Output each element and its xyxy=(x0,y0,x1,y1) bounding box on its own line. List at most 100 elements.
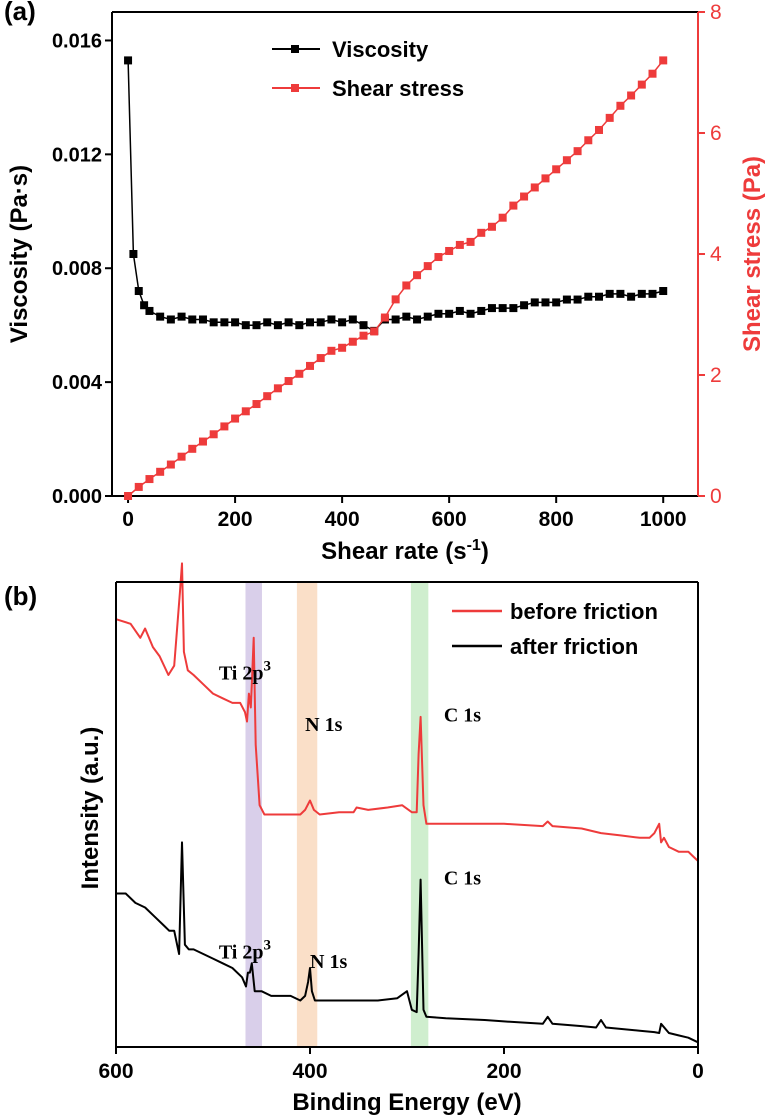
data-point-viscosity xyxy=(530,298,539,307)
data-point-shear-stress xyxy=(263,392,272,401)
data-point-viscosity xyxy=(327,315,336,324)
data-point-viscosity xyxy=(627,292,636,301)
data-point-viscosity xyxy=(552,298,561,307)
data-point-shear-stress xyxy=(252,400,261,409)
data-point-shear-stress xyxy=(594,125,603,134)
data-point-shear-stress xyxy=(498,213,507,222)
data-point-shear-stress xyxy=(648,69,657,78)
data-point-viscosity xyxy=(605,289,614,298)
x-tick-label: 400 xyxy=(292,1060,327,1083)
data-point-viscosity xyxy=(659,287,668,296)
data-point-shear-stress xyxy=(402,281,411,290)
series-line-shear-stress xyxy=(127,59,664,497)
data-point-viscosity xyxy=(188,315,197,324)
data-point-shear-stress xyxy=(627,91,636,100)
data-point-shear-stress xyxy=(616,101,625,110)
data-point-shear-stress xyxy=(306,361,315,370)
y2-tick-label: 4 xyxy=(710,243,722,266)
data-point-shear-stress xyxy=(231,414,240,423)
data-point-shear-stress xyxy=(316,354,325,363)
data-point-viscosity xyxy=(434,309,443,318)
peak-annotation: N 1s xyxy=(310,951,347,973)
x-axis-title: Binding Energy (eV) xyxy=(292,1089,521,1116)
data-point-shear-stress xyxy=(198,437,207,446)
data-point-viscosity xyxy=(594,292,603,301)
data-point-viscosity xyxy=(124,56,133,65)
x-tick-label: 800 xyxy=(539,508,574,531)
data-point-shear-stress xyxy=(156,467,165,476)
data-point-viscosity xyxy=(316,318,325,327)
data-point-shear-stress xyxy=(520,192,529,201)
data-point-viscosity xyxy=(637,289,646,298)
data-point-viscosity xyxy=(648,289,657,298)
data-point-shear-stress xyxy=(391,295,400,304)
x-tick-label: 1000 xyxy=(640,508,687,531)
data-point-shear-stress xyxy=(134,482,143,491)
data-point-viscosity xyxy=(445,309,454,318)
peak-annotation: Ti 2p3 xyxy=(219,659,271,685)
peak-highlight-band xyxy=(410,582,429,1047)
data-point-viscosity xyxy=(562,295,571,304)
data-point-shear-stress xyxy=(541,174,550,183)
panel-b-xps-spectrum-chart: (b) 600 400 200 0 Binding Energy (eV) Intensit… xyxy=(4,562,704,1116)
x-axis-title: Shear rate (s-1) xyxy=(321,537,489,565)
data-point-shear-stress xyxy=(573,147,582,156)
y2-axis-title: Shear stress (Pa) xyxy=(739,156,766,352)
data-point-shear-stress xyxy=(124,492,133,500)
data-point-shear-stress xyxy=(423,262,432,271)
data-point-shear-stress xyxy=(445,246,454,255)
data-point-viscosity xyxy=(241,321,250,330)
data-point-viscosity xyxy=(402,312,411,321)
panel-b-label: (b) xyxy=(4,581,37,611)
data-point-shear-stress xyxy=(284,377,293,386)
legend-label: after friction xyxy=(510,634,638,659)
data-point-viscosity xyxy=(616,289,625,298)
spectrum-line-after-friction xyxy=(116,841,699,1044)
peak-annotation: C 1s xyxy=(444,705,481,727)
data-point-viscosity xyxy=(209,318,218,327)
data-point-shear-stress xyxy=(637,80,646,89)
data-point-shear-stress xyxy=(530,183,539,192)
peak-annotation: N 1s xyxy=(305,714,342,736)
data-point-shear-stress xyxy=(209,430,218,439)
data-point-viscosity xyxy=(338,318,347,327)
legend-marker xyxy=(291,45,299,53)
data-point-shear-stress xyxy=(177,452,186,461)
data-point-shear-stress xyxy=(327,346,336,355)
data-point-viscosity xyxy=(156,312,165,321)
x-tick-label: 600 xyxy=(432,508,467,531)
data-point-shear-stress xyxy=(413,271,422,280)
data-point-viscosity xyxy=(177,312,186,321)
data-point-viscosity xyxy=(455,306,464,315)
y-tick-label: 0.016 xyxy=(52,30,102,52)
y2-tick-label: 8 xyxy=(710,1,722,24)
peak-annotation: C 1s xyxy=(444,867,481,889)
data-point-shear-stress xyxy=(605,113,614,122)
panel-a-label: (a) xyxy=(4,0,36,26)
data-point-viscosity xyxy=(252,321,261,330)
y-tick-label: 0.012 xyxy=(52,144,102,166)
y-tick-label: 0.000 xyxy=(52,486,102,508)
legend-label: Shear stress xyxy=(332,76,464,101)
x-tick-label: 400 xyxy=(325,508,360,531)
data-point-viscosity xyxy=(284,318,293,327)
data-point-shear-stress xyxy=(359,331,368,340)
data-point-viscosity xyxy=(348,315,357,324)
data-point-viscosity xyxy=(359,321,368,330)
data-point-shear-stress xyxy=(220,422,229,431)
data-point-viscosity xyxy=(145,306,154,315)
data-point-shear-stress xyxy=(552,165,561,174)
y-axis-title: Viscosity (Pa·s) xyxy=(6,165,33,343)
data-point-viscosity xyxy=(423,312,432,321)
data-point-shear-stress xyxy=(455,240,464,249)
y2-tick-label: 6 xyxy=(710,122,722,145)
y2-tick-label: 0 xyxy=(710,485,722,508)
data-point-shear-stress xyxy=(145,475,154,484)
data-point-viscosity xyxy=(466,309,475,318)
data-point-viscosity xyxy=(231,318,240,327)
data-point-viscosity xyxy=(541,298,550,307)
y-axis-title: Intensity (a.u.) xyxy=(77,727,104,890)
data-point-viscosity xyxy=(306,318,315,327)
data-point-viscosity xyxy=(391,315,400,324)
